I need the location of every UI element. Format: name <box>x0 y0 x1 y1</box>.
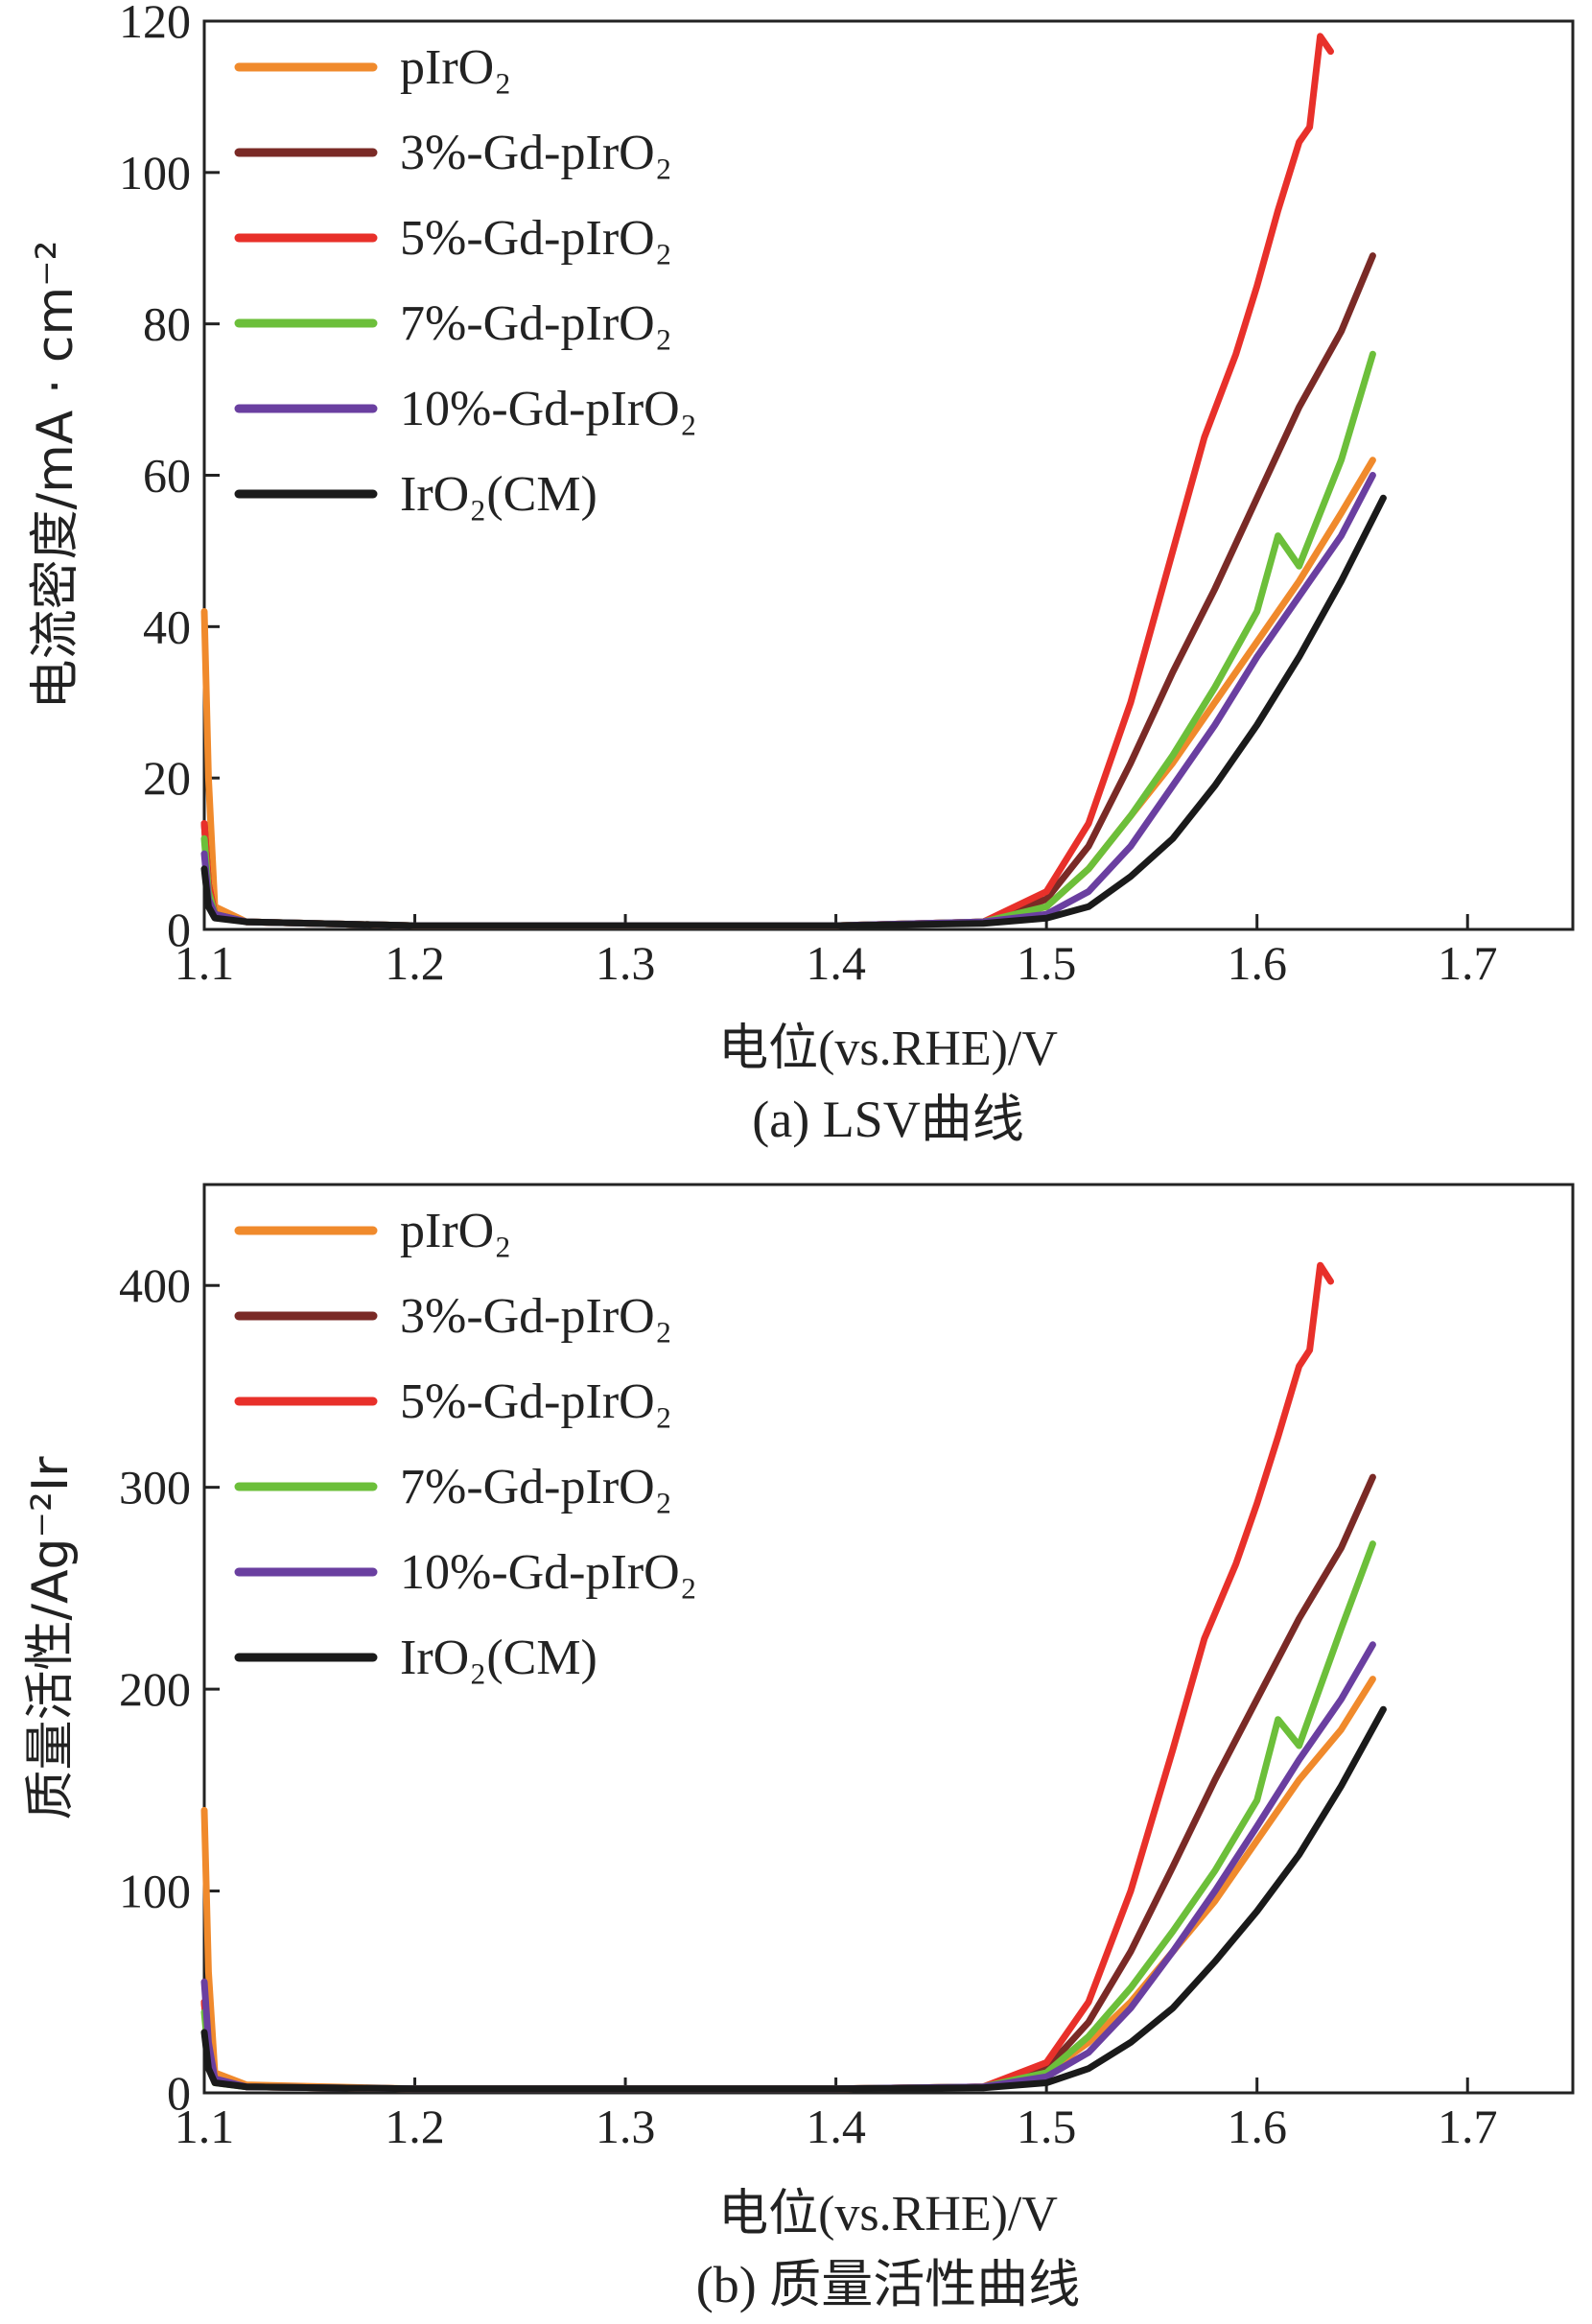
plot-frame-b <box>202 1183 1575 2095</box>
y-tick-label-a: 120 <box>119 0 191 48</box>
x-tick-label-b: 1.4 <box>806 2100 866 2153</box>
y-axis-label-a: 电流密度/mA · cm⁻² <box>27 241 84 710</box>
x-axis-label-b: 电位(vs.RHE)/V <box>718 2187 1058 2242</box>
x-tick-label-a: 1.6 <box>1227 936 1287 990</box>
caption-a: (a) LSV曲线 <box>752 1091 1023 1148</box>
caption-b: (b) 质量活性曲线 <box>696 2256 1080 2313</box>
series-line-a-3 <box>200 350 1376 929</box>
y-axis-label-b: 质量活性/Ag⁻²Ir <box>22 1456 80 1820</box>
series-line-a-4 <box>200 472 1376 929</box>
y-tick-label-b: 300 <box>119 1461 191 1514</box>
legend-label-b-1: 3%-Gd-pIrO₂ <box>400 1289 672 1344</box>
y-tick-label-a: 60 <box>143 449 191 503</box>
x-tick-label-a: 1.5 <box>1017 936 1077 990</box>
series-line-b-0 <box>200 1676 1376 2093</box>
series-line-a-2 <box>200 33 1334 929</box>
legend-label-a-2: 5%-Gd-pIrO₂ <box>400 211 672 266</box>
legend-label-b-2: 5%-Gd-pIrO₂ <box>400 1374 672 1429</box>
x-tick-label-b: 1.2 <box>385 2100 445 2153</box>
x-tick-label-a: 1.3 <box>596 936 656 990</box>
x-tick-label-b: 1.1 <box>175 2100 235 2153</box>
y-tick-label-a: 80 <box>143 297 191 351</box>
x-axis-label-a: 电位(vs.RHE)/V <box>718 1021 1058 1076</box>
x-tick-label-a: 1.4 <box>806 936 866 990</box>
legend-label-a-5: IrO₂(CM) <box>400 467 597 522</box>
series-line-a-1 <box>200 252 1376 929</box>
series-line-b-1 <box>200 1473 1376 2093</box>
legend-label-a-1: 3%-Gd-pIrO₂ <box>400 126 672 180</box>
y-tick-label-b: 400 <box>119 1258 191 1312</box>
legend-label-a-4: 10%-Gd-pIrO₂ <box>400 382 697 436</box>
y-tick-label-b: 100 <box>119 1865 191 1918</box>
legend-label-a-3: 7%-Gd-pIrO₂ <box>400 296 672 351</box>
series-line-a-0 <box>200 457 1376 929</box>
legend-label-b-5: IrO₂(CM) <box>400 1631 597 1685</box>
series-line-b-4 <box>200 1641 1376 2093</box>
x-tick-label-b: 1.7 <box>1438 2100 1498 2153</box>
legend-label-b-0: pIrO₂ <box>400 1204 511 1258</box>
legend-label-b-3: 7%-Gd-pIrO₂ <box>400 1460 672 1514</box>
x-tick-label-b: 1.3 <box>596 2100 656 2153</box>
series-line-a-5 <box>200 494 1387 929</box>
panel-a: 1.1 1.2 1.3 1.4 1.5 1.6 1.7 0 20 40 60 80 100 120 pIr… <box>27 0 1575 1148</box>
y-tick-label-a: 40 <box>143 599 191 653</box>
x-tick-label-b: 1.6 <box>1227 2100 1287 2153</box>
y-tick-label-a: 0 <box>167 903 191 956</box>
x-tick-label-a: 1.7 <box>1438 936 1498 990</box>
x-tick-label-a: 1.1 <box>175 936 235 990</box>
y-tick-label-a: 100 <box>119 146 191 200</box>
legend-label-a-0: pIrO₂ <box>400 40 511 95</box>
y-tick-label-b: 200 <box>119 1662 191 1716</box>
y-tick-label-a: 20 <box>143 751 191 805</box>
legend-label-b-4: 10%-Gd-pIrO₂ <box>400 1545 697 1600</box>
series-line-b-5 <box>200 1705 1387 2093</box>
x-tick-label-a: 1.2 <box>385 936 445 990</box>
x-tick-label-b: 1.5 <box>1017 2100 1077 2153</box>
panel-b: 1.1 1.2 1.3 1.4 1.5 1.6 1.7 0 100 200 300 400 pIrO₂… <box>22 1183 1575 2313</box>
y-tick-label-b: 0 <box>167 2066 191 2120</box>
